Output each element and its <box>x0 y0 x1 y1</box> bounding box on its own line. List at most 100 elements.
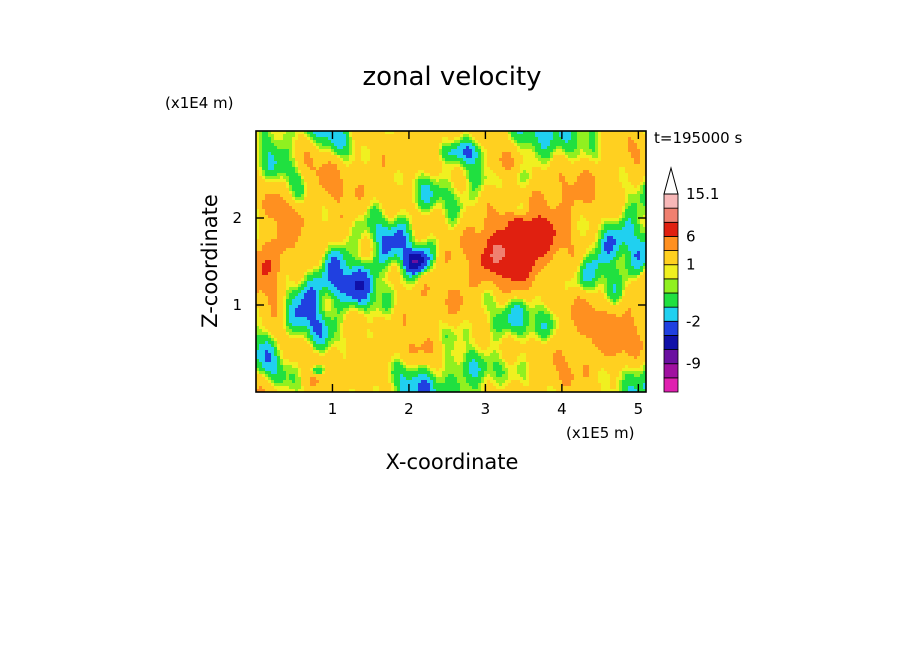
heatmap-cell <box>589 137 593 141</box>
heatmap-cell <box>610 164 614 168</box>
heatmap-cell <box>472 161 476 165</box>
heatmap-cell <box>355 203 359 207</box>
heatmap-cell <box>628 155 632 159</box>
heatmap-cell <box>337 227 341 231</box>
heatmap-cell <box>328 227 332 231</box>
heatmap-cell <box>313 242 317 246</box>
heatmap-cell <box>355 215 359 219</box>
heatmap-cell <box>541 233 545 237</box>
heatmap-cell <box>487 185 491 189</box>
heatmap-cell <box>304 149 308 153</box>
heatmap-cell <box>259 158 263 162</box>
heatmap-cell <box>556 149 560 153</box>
heatmap-cell <box>619 176 623 180</box>
heatmap-cell <box>382 215 386 219</box>
heatmap-cell <box>451 137 455 141</box>
heatmap-cell <box>625 155 629 159</box>
heatmap-cell <box>280 185 284 189</box>
heatmap-cell <box>394 200 398 204</box>
heatmap-cell <box>553 131 557 135</box>
heatmap-cell <box>367 236 371 240</box>
heatmap-cell <box>568 161 572 165</box>
heatmap-cell <box>436 191 440 195</box>
heatmap-cell <box>427 179 431 183</box>
heatmap-cell <box>598 137 602 141</box>
heatmap-cell <box>274 173 278 177</box>
heatmap-cell <box>358 242 362 246</box>
heatmap-cell <box>268 155 272 159</box>
heatmap-cell <box>514 230 518 234</box>
heatmap-cell <box>625 134 629 138</box>
heatmap-cell <box>565 140 569 144</box>
heatmap-cell <box>319 212 323 216</box>
heatmap-cell <box>445 227 449 231</box>
heatmap-cell <box>256 155 260 159</box>
heatmap-cell <box>595 146 599 150</box>
heatmap-cell <box>439 158 443 162</box>
heatmap-cell <box>439 176 443 180</box>
heatmap-cell <box>325 149 329 153</box>
heatmap-cell <box>562 239 566 243</box>
heatmap-cell <box>379 167 383 171</box>
heatmap-cell <box>307 176 311 180</box>
heatmap-cell <box>514 170 518 174</box>
heatmap-cell <box>388 215 392 219</box>
heatmap-cell <box>460 134 464 138</box>
heatmap-cell <box>478 143 482 147</box>
heatmap-cell <box>412 155 416 159</box>
heatmap-cell <box>412 209 416 213</box>
heatmap-cell <box>430 164 434 168</box>
heatmap-cell <box>637 146 641 150</box>
heatmap-cell <box>526 215 530 219</box>
heatmap-cell <box>403 134 407 138</box>
heatmap-cell <box>337 164 341 168</box>
heatmap-cell <box>457 224 461 228</box>
heatmap-cell <box>463 164 467 168</box>
heatmap-cell <box>325 182 329 186</box>
heatmap-cell <box>289 170 293 174</box>
heatmap-cell <box>352 188 356 192</box>
heatmap-cell <box>589 239 593 243</box>
heatmap-cell <box>640 212 644 216</box>
heatmap-cell <box>328 233 332 237</box>
heatmap-cell <box>427 176 431 180</box>
heatmap-cell <box>325 143 329 147</box>
heatmap-cell <box>421 134 425 138</box>
heatmap-cell <box>631 173 635 177</box>
heatmap-cell <box>412 185 416 189</box>
heatmap-cell <box>454 131 458 135</box>
heatmap-cell <box>382 173 386 177</box>
heatmap-cell <box>505 164 509 168</box>
heatmap-cell <box>529 158 533 162</box>
heatmap-cell <box>292 191 296 195</box>
heatmap-cell <box>592 185 596 189</box>
heatmap-cell <box>439 149 443 153</box>
heatmap-cell <box>523 155 527 159</box>
heatmap-cell <box>547 146 551 150</box>
heatmap-cell <box>475 215 479 219</box>
heatmap-cell <box>556 233 560 237</box>
heatmap-cell <box>274 236 278 240</box>
heatmap-cell <box>580 161 584 165</box>
heatmap-cell <box>280 215 284 219</box>
heatmap-cell <box>295 215 299 219</box>
heatmap-cell <box>382 206 386 210</box>
heatmap-cell <box>271 167 275 171</box>
heatmap-cell <box>541 164 545 168</box>
heatmap-cell <box>583 182 587 186</box>
heatmap-cell <box>376 188 380 192</box>
heatmap-cell <box>601 143 605 147</box>
heatmap-cell <box>451 212 455 216</box>
heatmap-cell <box>616 242 620 246</box>
heatmap-cell <box>547 134 551 138</box>
heatmap-cell <box>484 215 488 219</box>
heatmap-cell <box>373 155 377 159</box>
heatmap-cell <box>547 191 551 195</box>
heatmap-cell <box>394 149 398 153</box>
heatmap-cell <box>580 164 584 168</box>
heatmap-cell <box>628 173 632 177</box>
heatmap-cell <box>334 203 338 207</box>
heatmap-cell <box>295 212 299 216</box>
heatmap-cell <box>538 188 542 192</box>
heatmap-cell <box>397 152 401 156</box>
